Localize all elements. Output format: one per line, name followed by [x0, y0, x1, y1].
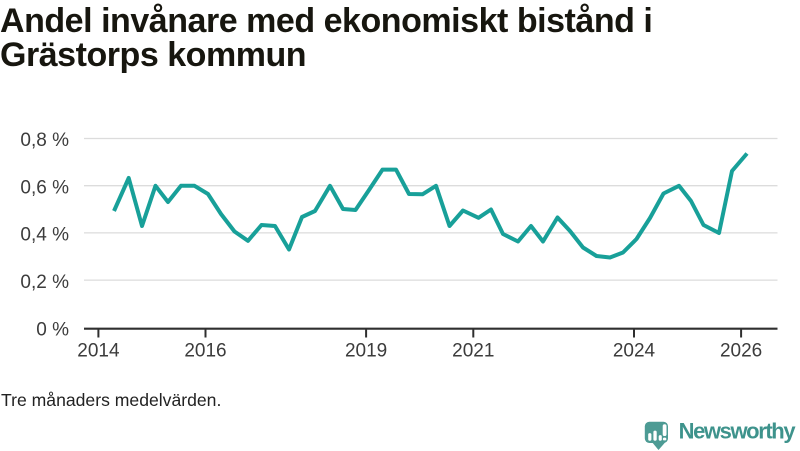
svg-text:0,8 %: 0,8 % — [20, 130, 69, 151]
svg-text:0,4 %: 0,4 % — [20, 225, 69, 246]
svg-text:2019: 2019 — [345, 341, 387, 362]
svg-text:Tre månaders medelvärden.: Tre månaders medelvärden. — [1, 390, 221, 410]
svg-text:2014: 2014 — [77, 341, 120, 362]
svg-text:2021: 2021 — [452, 341, 494, 362]
svg-text:0,2 %: 0,2 % — [20, 272, 69, 293]
svg-text:Newsworthy: Newsworthy — [679, 419, 797, 444]
svg-text:2026: 2026 — [720, 341, 762, 362]
svg-text:0,6 %: 0,6 % — [20, 177, 69, 198]
svg-text:2024: 2024 — [613, 341, 656, 362]
svg-text:2016: 2016 — [184, 341, 226, 362]
svg-text:0 %: 0 % — [36, 319, 69, 340]
